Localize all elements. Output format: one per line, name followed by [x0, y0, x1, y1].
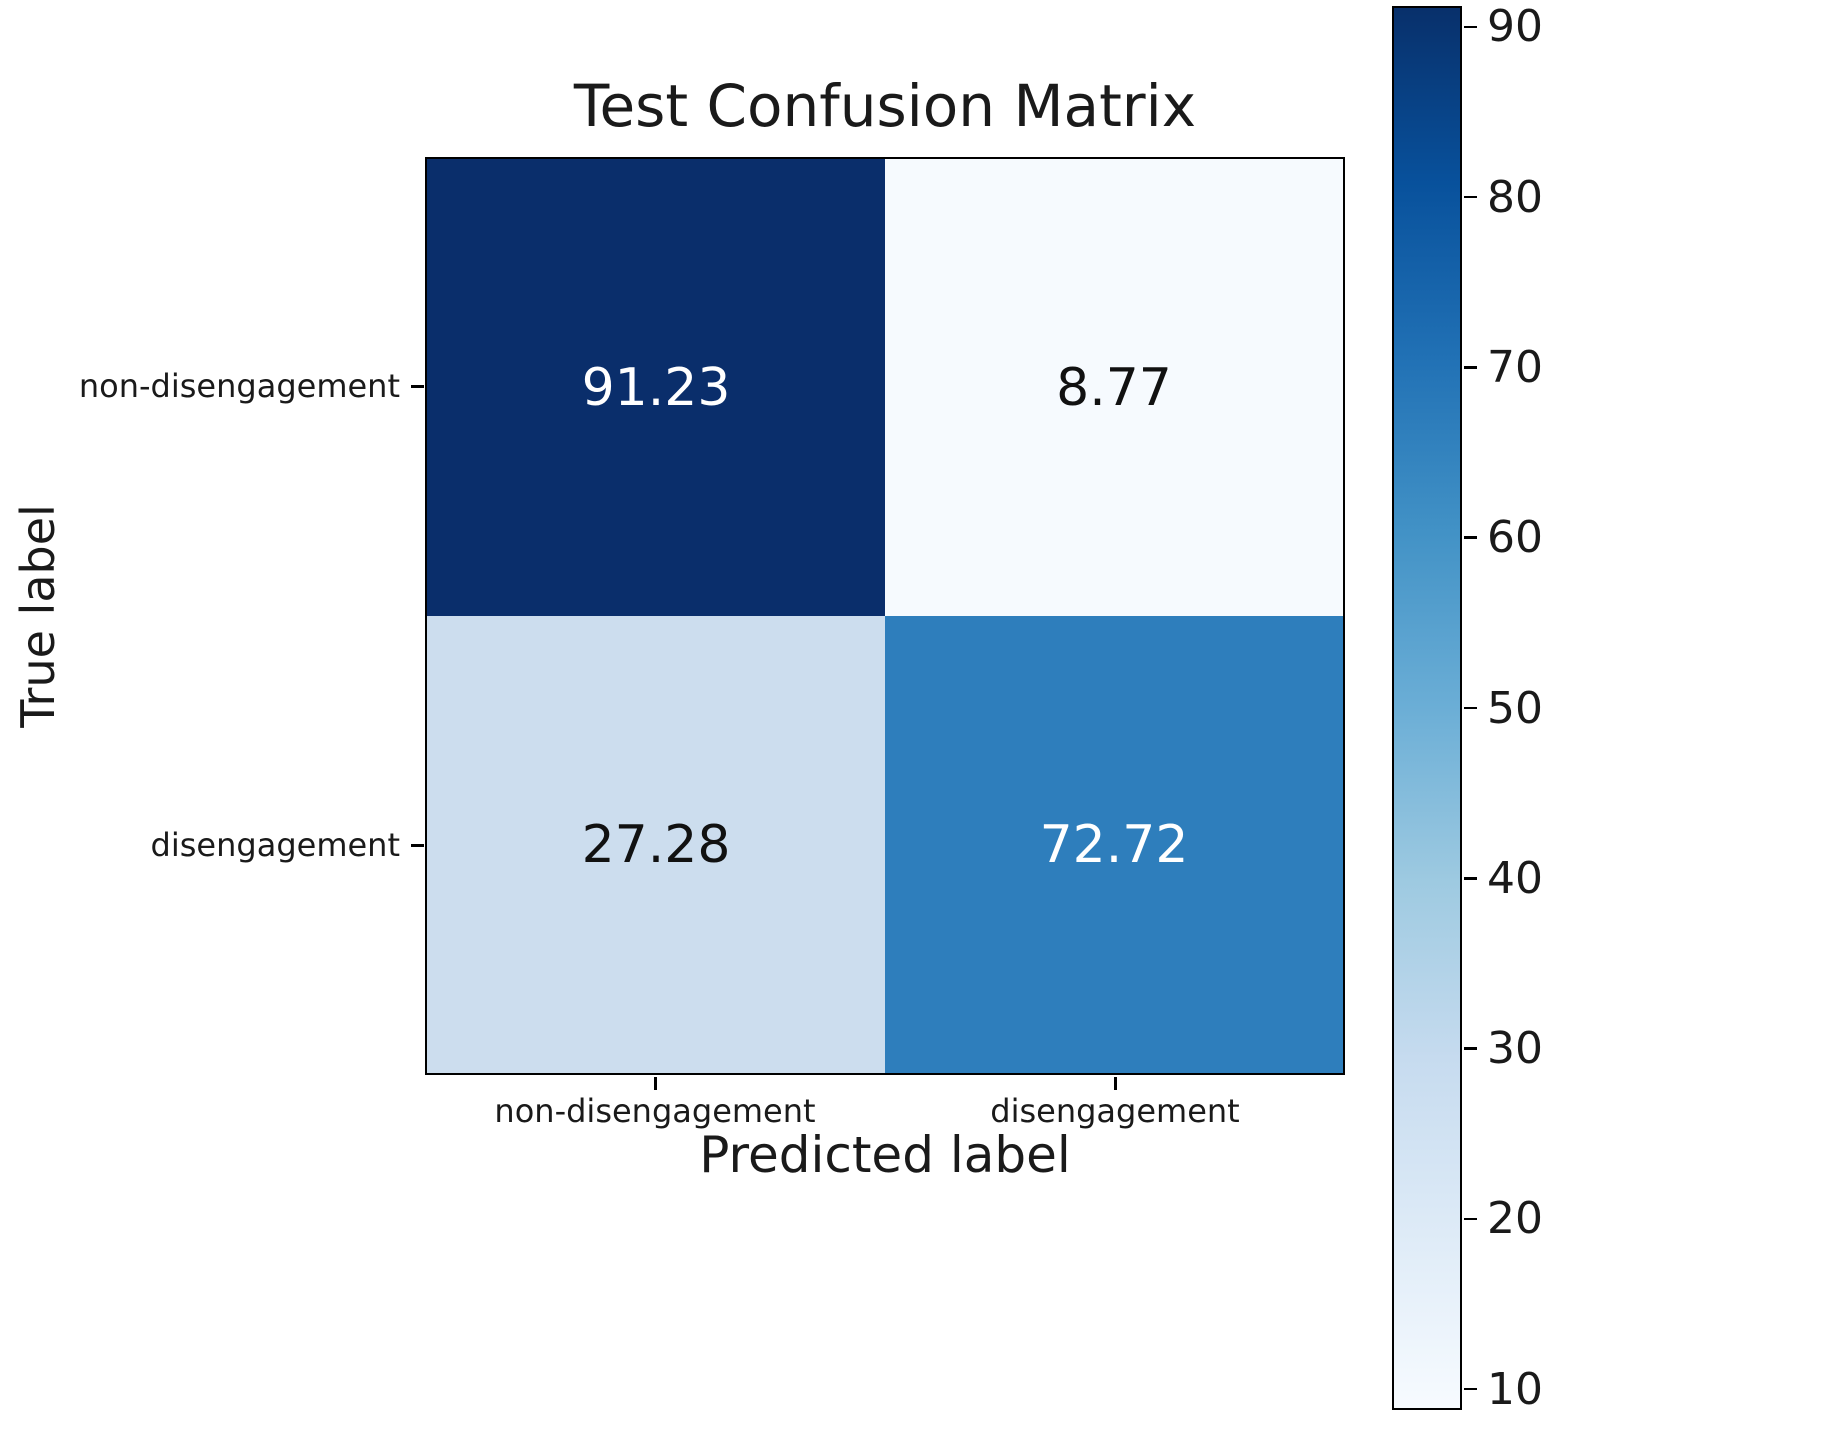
- colorbar-tick-label: 20: [1487, 1193, 1543, 1245]
- colorbar-tick-label: 60: [1487, 512, 1543, 564]
- colorbar-tick-label: 40: [1487, 852, 1543, 904]
- colorbar-gradient: [1392, 6, 1462, 1410]
- heatmap-cell: 72.72: [885, 616, 1343, 1073]
- colorbar-tick-label: 70: [1487, 342, 1543, 394]
- colorbar-tick-label: 50: [1487, 682, 1543, 734]
- x-axis-label: Predicted label: [699, 1126, 1071, 1184]
- heatmap-grid: 91.23 8.77 27.28 72.72: [425, 157, 1345, 1075]
- chart-title: Test Confusion Matrix: [573, 72, 1197, 140]
- colorbar-tick-label: 30: [1487, 1022, 1543, 1074]
- y-tick-mark: [411, 385, 424, 388]
- colorbar-tick-label: 10: [1487, 1363, 1543, 1415]
- heatmap-cell: 91.23: [427, 159, 885, 616]
- x-tick-label: disengagement: [990, 1092, 1240, 1130]
- colorbar-tick-mark: [1464, 706, 1477, 710]
- colorbar-tick-mark: [1464, 536, 1477, 539]
- colorbar-tick-mark: [1464, 877, 1477, 880]
- x-tick-mark: [654, 1077, 657, 1090]
- colorbar-tick-mark: [1464, 1217, 1477, 1221]
- colorbar-tick-label: 90: [1487, 1, 1543, 53]
- y-tick-label: disengagement: [150, 826, 400, 864]
- colorbar-tick-mark: [1464, 25, 1477, 29]
- heatmap-cell: 27.28: [427, 616, 885, 1073]
- colorbar-tick-mark: [1464, 195, 1477, 199]
- x-tick-label: non-disengagement: [494, 1092, 816, 1130]
- x-tick-mark: [1114, 1077, 1117, 1090]
- y-tick-label: non-disengagement: [78, 367, 400, 405]
- colorbar-tick-label: 80: [1487, 171, 1543, 223]
- y-tick-mark: [411, 844, 424, 847]
- colorbar-tick-mark: [1464, 1047, 1477, 1050]
- colorbar-ticks: 90 80 70 60 50 40 30 20 10: [1464, 1, 1644, 1415]
- colorbar-tick-mark: [1464, 1387, 1477, 1391]
- y-axis-label: True label: [11, 504, 65, 728]
- heatmap-cell: 8.77: [885, 159, 1343, 616]
- colorbar-tick-mark: [1464, 366, 1477, 369]
